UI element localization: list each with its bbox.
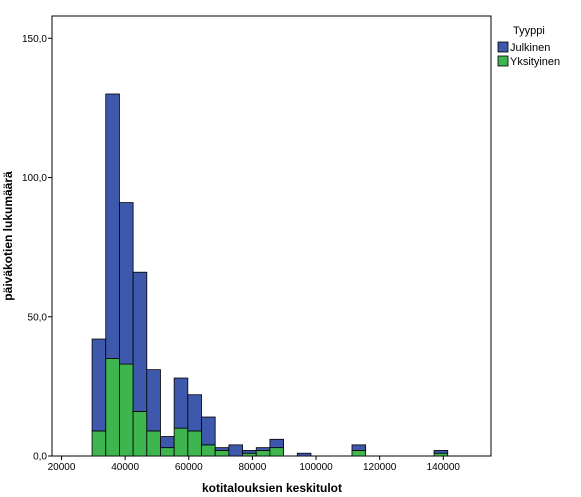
bar-yksityinen <box>214 450 230 457</box>
bar-julkinen <box>105 93 120 359</box>
bar-julkinen <box>119 202 134 365</box>
bar-yksityinen <box>173 427 189 457</box>
bar-yksityinen <box>105 358 120 457</box>
x-tick-label: 140000 <box>427 462 461 473</box>
bar-julkinen <box>228 444 243 457</box>
legend-label: Julkinen <box>510 42 550 54</box>
bar-yksityinen <box>146 430 161 457</box>
bar-julkinen <box>146 369 161 432</box>
bar-julkinen <box>91 338 107 432</box>
bar-yksityinen <box>132 411 148 457</box>
bar-yksityinen <box>91 430 107 457</box>
bar-yksityinen <box>119 363 134 457</box>
bar-julkinen <box>296 452 312 457</box>
x-tick-label: 100000 <box>299 462 333 473</box>
bar-yksityinen <box>242 452 257 457</box>
legend-swatch <box>497 55 509 67</box>
y-tick-label: 100,0 <box>22 173 47 184</box>
x-tick-label: 40000 <box>111 462 139 473</box>
y-tick-label: 150,0 <box>22 34 47 45</box>
bar-julkinen <box>132 271 148 412</box>
y-axis: 0,0 50,0 100,0 150,0 <box>22 34 52 463</box>
x-tick-label: 60000 <box>175 462 203 473</box>
y-tick-label: 0,0 <box>33 452 47 463</box>
bar-julkinen <box>187 394 202 432</box>
bar-yksityinen <box>160 447 175 457</box>
y-axis-title: päiväkotien lukumäärä <box>1 171 15 301</box>
bar-julkinen <box>255 447 271 451</box>
bar-yksityinen <box>201 444 216 457</box>
bar-julkinen <box>269 438 284 449</box>
y-tick-label: 50,0 <box>28 312 48 323</box>
bar-julkinen <box>173 377 189 429</box>
legend-swatch <box>497 41 509 53</box>
x-axis-title: kotitalouksien keskitulot <box>202 481 342 495</box>
bar-julkinen <box>433 450 449 454</box>
legend-title: Tyyppi <box>513 25 545 37</box>
x-tick-label: 20000 <box>48 462 76 473</box>
x-tick-label: 80000 <box>239 462 267 473</box>
bar-julkinen <box>160 436 175 449</box>
bar-yksityinen <box>187 430 202 457</box>
bar-julkinen <box>201 416 216 446</box>
bar-yksityinen <box>269 447 284 457</box>
legend-label: Yksityinen <box>510 56 560 68</box>
bar-julkinen <box>214 447 230 451</box>
legend: Tyyppi Julkinen Yksityinen <box>497 25 560 68</box>
bar-yksityinen <box>433 452 449 457</box>
bar-julkinen <box>242 450 257 454</box>
bar-group <box>91 93 449 457</box>
bar-julkinen <box>351 444 367 451</box>
bar-yksityinen <box>351 450 367 457</box>
bar-yksityinen <box>255 450 271 457</box>
x-tick-label: 120000 <box>363 462 397 473</box>
x-axis: 20000 40000 60000 80000 100000 120000 140000 <box>48 456 461 473</box>
